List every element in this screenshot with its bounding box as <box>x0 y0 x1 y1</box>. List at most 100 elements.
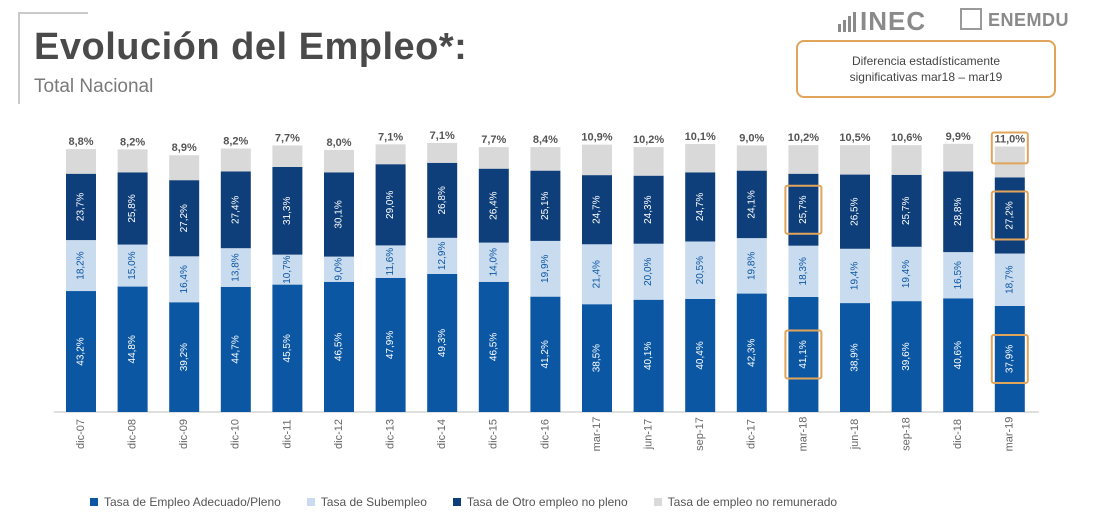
data-label: 45,5% <box>282 334 293 362</box>
bar-segment <box>478 281 509 412</box>
highlight-box <box>990 190 1029 241</box>
bar-segment <box>478 147 509 169</box>
tick-label: sep-17 <box>694 417 706 451</box>
bar-segment <box>427 237 458 274</box>
page-subtitle: Total Nacional <box>34 76 154 97</box>
data-label: 7,1% <box>430 130 455 142</box>
tick-label: dic-07 <box>75 419 87 449</box>
data-label: 37,9% <box>1004 345 1015 373</box>
bar-segment <box>375 277 406 412</box>
data-label: 39,6% <box>901 342 912 370</box>
data-label: 24,7% <box>592 195 603 223</box>
tick-label: mar-19 <box>1004 417 1016 452</box>
data-label: 13,8% <box>230 253 241 281</box>
data-label: 43,2% <box>76 337 87 365</box>
data-label: 10,2% <box>633 134 664 146</box>
bar-segment <box>943 171 974 253</box>
bar-segment <box>582 304 612 412</box>
bar-segment <box>530 147 561 171</box>
bar-segment <box>272 254 303 285</box>
data-label: 10,9% <box>581 132 612 144</box>
bar-segment <box>736 170 767 239</box>
data-label: 39,2% <box>179 343 190 371</box>
tick-label: jun-18 <box>849 419 861 451</box>
frame-line <box>18 12 20 104</box>
legend-label: Tasa de Otro empleo no pleno <box>466 495 628 509</box>
bar-segment <box>117 149 148 173</box>
legend-label: Tasa de Empleo Adecuado/Pleno <box>104 495 281 509</box>
bar-segment <box>427 142 458 163</box>
data-label: 25,7% <box>901 197 912 225</box>
bar-segment <box>633 299 664 412</box>
bar-segment <box>633 147 664 176</box>
bar-segment <box>324 172 354 257</box>
data-label: 24,3% <box>643 195 654 223</box>
bar-segment <box>685 144 716 173</box>
data-label: 40,6% <box>953 341 964 369</box>
data-label: 46,5% <box>488 333 499 361</box>
bar-segment <box>272 284 303 412</box>
data-label: 42,3% <box>746 338 757 366</box>
stacked-bar-chart: 43,2% 18,2% 23,7% 8,8% dic-07 44,8% 15,0% 25,8%… <box>54 130 1039 452</box>
tick-label: dic-09 <box>178 419 190 449</box>
tick-label: dic-13 <box>385 419 397 449</box>
bar-segment <box>994 146 1025 178</box>
bar-segment <box>891 301 922 412</box>
data-label: 19,4% <box>850 262 861 290</box>
data-label: 16,5% <box>953 261 964 289</box>
tick-label: sep-18 <box>901 417 913 451</box>
bar-segment <box>220 248 251 287</box>
bar-segment <box>66 240 96 292</box>
data-label: 46,5% <box>334 333 345 361</box>
bar-segment <box>943 252 974 299</box>
bar-segment <box>788 296 819 412</box>
bar-segment <box>375 245 406 278</box>
data-label: 27,4% <box>230 196 241 224</box>
data-label: 25,7% <box>798 195 809 223</box>
data-label: 27,2% <box>179 204 190 232</box>
bar-segment <box>685 172 716 242</box>
bar-segment <box>891 174 922 247</box>
bar-segment <box>272 167 303 255</box>
data-label: 8,8% <box>68 136 93 148</box>
data-label: 14,0% <box>488 248 499 276</box>
highlight-box <box>990 333 1029 384</box>
data-label: 11,6% <box>385 248 396 276</box>
data-label: 8,0% <box>326 137 351 149</box>
tick-label: dic-17 <box>746 419 758 449</box>
bar-segment <box>994 305 1025 412</box>
data-label: 28,8% <box>953 198 964 226</box>
bar-segment <box>220 171 251 249</box>
inec-logo: INEC ENEMDU <box>838 6 1088 36</box>
data-label: 26,4% <box>488 191 499 219</box>
data-label: 40,1% <box>643 342 654 370</box>
bar-segment <box>117 286 148 412</box>
legend-swatch <box>306 498 315 506</box>
logo-square-icon <box>960 8 982 30</box>
data-label: 10,5% <box>839 132 870 144</box>
bar-segment <box>633 243 664 300</box>
data-label: 20,5% <box>695 256 706 284</box>
legend-swatch <box>653 498 662 506</box>
bar-segment <box>169 180 200 257</box>
bar-segment <box>582 175 612 245</box>
data-label: 19,9% <box>540 254 551 282</box>
bar-segment <box>736 238 767 294</box>
data-label: 7,7% <box>275 132 300 144</box>
data-label: 29,0% <box>385 191 396 219</box>
legend-item: Tasa de Subempleo <box>306 495 427 509</box>
data-label: 9,0% <box>739 132 764 144</box>
data-label: 8,2% <box>120 136 145 148</box>
data-label: 23,7% <box>76 193 87 221</box>
legend-swatch <box>452 498 461 506</box>
bar-segment <box>169 155 200 181</box>
tick-label: dic-14 <box>436 419 448 449</box>
data-label: 24,7% <box>695 193 706 221</box>
highlight-box <box>990 131 1029 165</box>
bar-segment <box>582 244 612 305</box>
data-label: 27,2% <box>1004 201 1015 229</box>
note-line-2: significativas mar18 – mar19 <box>849 70 1003 84</box>
tick-label: dic-16 <box>539 419 551 449</box>
bar-segment <box>272 145 303 167</box>
data-label: 26,5% <box>850 197 861 225</box>
